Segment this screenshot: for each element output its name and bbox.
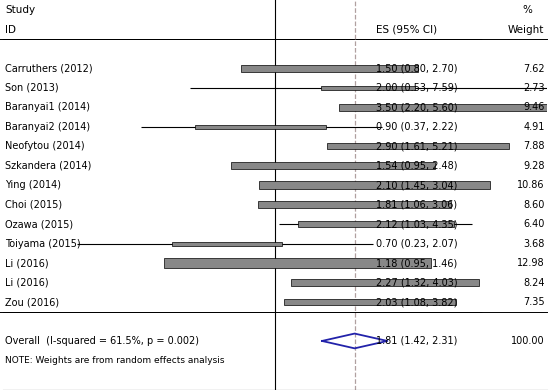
FancyBboxPatch shape	[259, 181, 490, 189]
Text: Zou (2016): Zou (2016)	[6, 297, 59, 307]
FancyBboxPatch shape	[321, 86, 415, 90]
Text: 3.68: 3.68	[523, 239, 544, 249]
FancyBboxPatch shape	[292, 279, 478, 286]
FancyBboxPatch shape	[327, 143, 509, 149]
Text: 4.91: 4.91	[523, 122, 544, 132]
Text: Carruthers (2012): Carruthers (2012)	[6, 64, 93, 73]
Text: 1.54 (0.95, 2.48): 1.54 (0.95, 2.48)	[376, 161, 457, 171]
Text: 1.18 (0.95, 1.46): 1.18 (0.95, 1.46)	[376, 258, 457, 268]
Text: Baranyai1 (2014): Baranyai1 (2014)	[6, 103, 90, 112]
Text: 2.12 (1.03, 4.35): 2.12 (1.03, 4.35)	[376, 219, 457, 229]
Text: Li (2016): Li (2016)	[6, 278, 49, 287]
Text: 8.60: 8.60	[523, 200, 544, 210]
Text: Szkandera (2014): Szkandera (2014)	[6, 161, 92, 171]
Text: 10.86: 10.86	[517, 180, 544, 190]
Text: 12.98: 12.98	[517, 258, 544, 268]
FancyBboxPatch shape	[258, 201, 451, 208]
Text: 100.00: 100.00	[511, 336, 544, 346]
Text: 0.90 (0.37, 2.22): 0.90 (0.37, 2.22)	[376, 122, 458, 132]
Text: 2.10 (1.45, 3.04): 2.10 (1.45, 3.04)	[376, 180, 457, 190]
Text: Overall  (I-squared = 61.5%, p = 0.002): Overall (I-squared = 61.5%, p = 0.002)	[6, 336, 200, 346]
Text: Study: Study	[6, 5, 36, 15]
Text: 3.50 (2.20, 5.60): 3.50 (2.20, 5.60)	[376, 103, 458, 112]
Text: Ozawa (2015): Ozawa (2015)	[6, 219, 74, 229]
FancyBboxPatch shape	[241, 66, 418, 71]
Text: ES (95% CI): ES (95% CI)	[376, 25, 437, 35]
Text: 1.81 (1.06, 3.06): 1.81 (1.06, 3.06)	[376, 200, 457, 210]
FancyBboxPatch shape	[298, 222, 454, 227]
Text: 2.73: 2.73	[523, 83, 544, 93]
Text: 2.03 (1.08, 3.82): 2.03 (1.08, 3.82)	[376, 297, 457, 307]
Text: 2.90 (1.61, 5.21): 2.90 (1.61, 5.21)	[376, 141, 457, 151]
Text: Li (2016): Li (2016)	[6, 258, 49, 268]
Text: 1.81 (1.42, 2.31): 1.81 (1.42, 2.31)	[376, 336, 457, 346]
Text: 1.50 (0.80, 2.70): 1.50 (0.80, 2.70)	[376, 64, 457, 73]
Text: Baranyai2 (2014): Baranyai2 (2014)	[6, 122, 91, 132]
Text: Weight: Weight	[508, 25, 544, 35]
Text: Son (2013): Son (2013)	[6, 83, 59, 93]
FancyBboxPatch shape	[230, 162, 435, 169]
Text: 9.28: 9.28	[523, 161, 544, 171]
Text: 7.62: 7.62	[523, 64, 544, 73]
Text: ID: ID	[6, 25, 16, 35]
FancyBboxPatch shape	[284, 299, 456, 305]
Text: Toiyama (2015): Toiyama (2015)	[6, 239, 81, 249]
Text: %: %	[522, 5, 532, 15]
Text: 7.88: 7.88	[523, 141, 544, 151]
Text: Choi (2015): Choi (2015)	[6, 200, 63, 210]
Text: 2.00 (0.53, 7.59): 2.00 (0.53, 7.59)	[376, 83, 458, 93]
Text: 9.46: 9.46	[523, 103, 544, 112]
FancyBboxPatch shape	[172, 242, 282, 246]
Text: 2.27 (1.32, 4.03): 2.27 (1.32, 4.03)	[376, 278, 458, 287]
Text: 0.70 (0.23, 2.07): 0.70 (0.23, 2.07)	[376, 239, 458, 249]
Text: Ying (2014): Ying (2014)	[6, 180, 62, 190]
Text: 7.35: 7.35	[523, 297, 544, 307]
FancyBboxPatch shape	[339, 104, 547, 111]
FancyBboxPatch shape	[195, 125, 326, 129]
FancyBboxPatch shape	[164, 259, 431, 268]
Text: NOTE: Weights are from random effects analysis: NOTE: Weights are from random effects an…	[6, 356, 225, 365]
Text: 6.40: 6.40	[523, 219, 544, 229]
Text: 8.24: 8.24	[523, 278, 544, 287]
Text: Neofytou (2014): Neofytou (2014)	[6, 141, 85, 151]
